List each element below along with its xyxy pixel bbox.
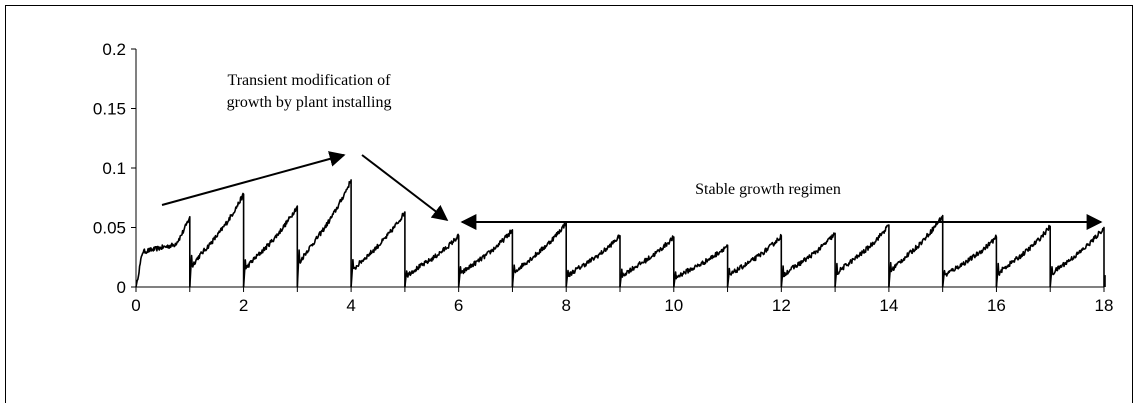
series-group — [135, 179, 1106, 288]
x-tick-label: 0 — [131, 296, 140, 315]
cycle-curve — [834, 224, 890, 288]
x-tick-label: 4 — [346, 296, 355, 315]
x-tick-label: 12 — [772, 296, 791, 315]
y-tick-label: 0 — [117, 278, 126, 297]
cycle-curve — [457, 229, 514, 288]
cycle-curve — [404, 233, 460, 288]
cycle-curve — [780, 232, 836, 288]
y-tick-label: 0.2 — [102, 40, 126, 59]
annotation-stable: Stable growth regimen — [695, 181, 841, 198]
cycle-curve — [673, 244, 729, 288]
y-tick-label: 0.05 — [93, 219, 126, 238]
cycle-curve — [242, 205, 299, 288]
x-tick-label: 10 — [664, 296, 683, 315]
x-tick-label: 8 — [561, 296, 570, 315]
x-tick-label: 16 — [987, 296, 1006, 315]
cycle-curve — [888, 214, 944, 288]
annotation-transient-line1: Transient modification of — [228, 72, 392, 89]
chart-frame — [5, 5, 1133, 403]
y-tick-label: 0.1 — [102, 159, 126, 178]
arrow-falling — [361, 154, 449, 221]
cycle-curve — [511, 221, 567, 288]
cycle-curve — [350, 211, 406, 288]
x-tick-label: 6 — [454, 296, 463, 315]
x-tick-label: 18 — [1095, 296, 1114, 315]
y-tick-label: 0.15 — [93, 100, 126, 119]
cycle-curve — [995, 224, 1051, 288]
annotation-transient-line2: growth by plant installing — [227, 94, 392, 111]
cycle-curve — [135, 216, 191, 288]
cycle-curve — [565, 234, 621, 288]
annotations: Transient modification of growth by plan… — [161, 72, 1103, 230]
arrow-rising — [161, 151, 346, 206]
cycle-curve — [296, 179, 352, 288]
x-tick-label: 2 — [239, 296, 248, 315]
cycle-curve — [189, 192, 245, 288]
x-tick-label: 14 — [879, 296, 898, 315]
cycle-curve — [726, 233, 783, 288]
axes: 0 2 4 6 8 10 12 14 16 18 0 0.05 0.1 0.15 0.2 — [93, 40, 1114, 315]
cycle-curve — [1049, 226, 1105, 288]
cycle-curve — [941, 234, 998, 288]
cycle-curve — [619, 235, 675, 288]
